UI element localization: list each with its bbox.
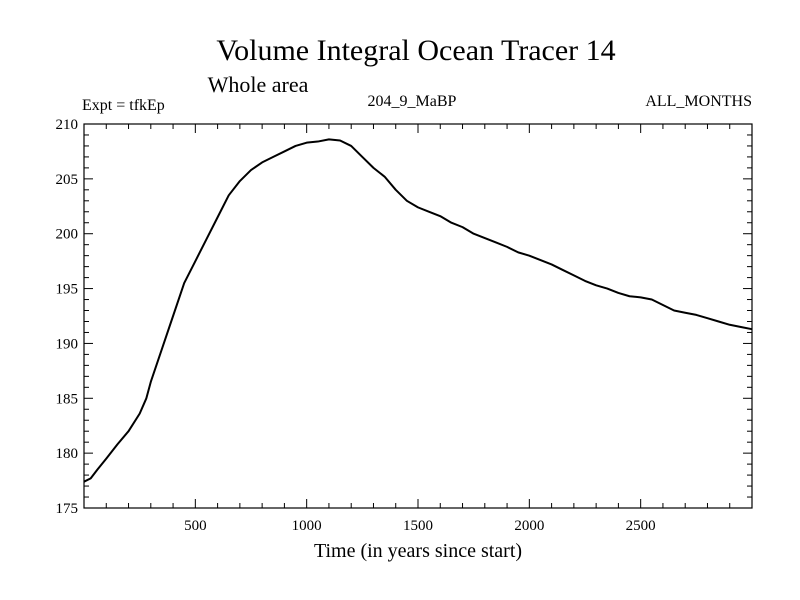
months-label: ALL_MONTHS [645, 93, 752, 110]
y-tick-label: 210 [56, 117, 79, 133]
experiment-label: Expt = tfkEp [82, 97, 165, 114]
series-group [83, 138, 753, 483]
chart-title: Volume Integral Ocean Tracer 14 [216, 34, 615, 67]
x-tick-label: 500 [184, 518, 207, 534]
plot-frame [83, 123, 753, 509]
y-tick-label: 205 [56, 172, 79, 188]
y-tick-label: 200 [56, 227, 79, 243]
y-tick-label: 190 [56, 336, 79, 352]
y-tick-label: 175 [56, 501, 79, 517]
x-tick-label: 1000 [292, 518, 322, 534]
x-tick-label: 2000 [514, 518, 544, 534]
x-axis-label: Time (in years since start) [314, 540, 522, 562]
y-tick-label: 180 [56, 446, 79, 462]
x-tick-label: 2500 [626, 518, 656, 534]
axis-tick-labels: 500 1000 1500 2000 2500 175 180 185 190 195 200 205… [56, 117, 656, 534]
x-tick-label: 1500 [403, 518, 433, 534]
y-tick-label: 195 [56, 282, 79, 298]
axis-ticks [84, 124, 752, 508]
run-label: 204_9_MaBP [368, 93, 457, 110]
series-line-0 [83, 138, 753, 483]
y-tick-label: 185 [56, 391, 79, 407]
chart-subtitle: Whole area [208, 72, 309, 97]
